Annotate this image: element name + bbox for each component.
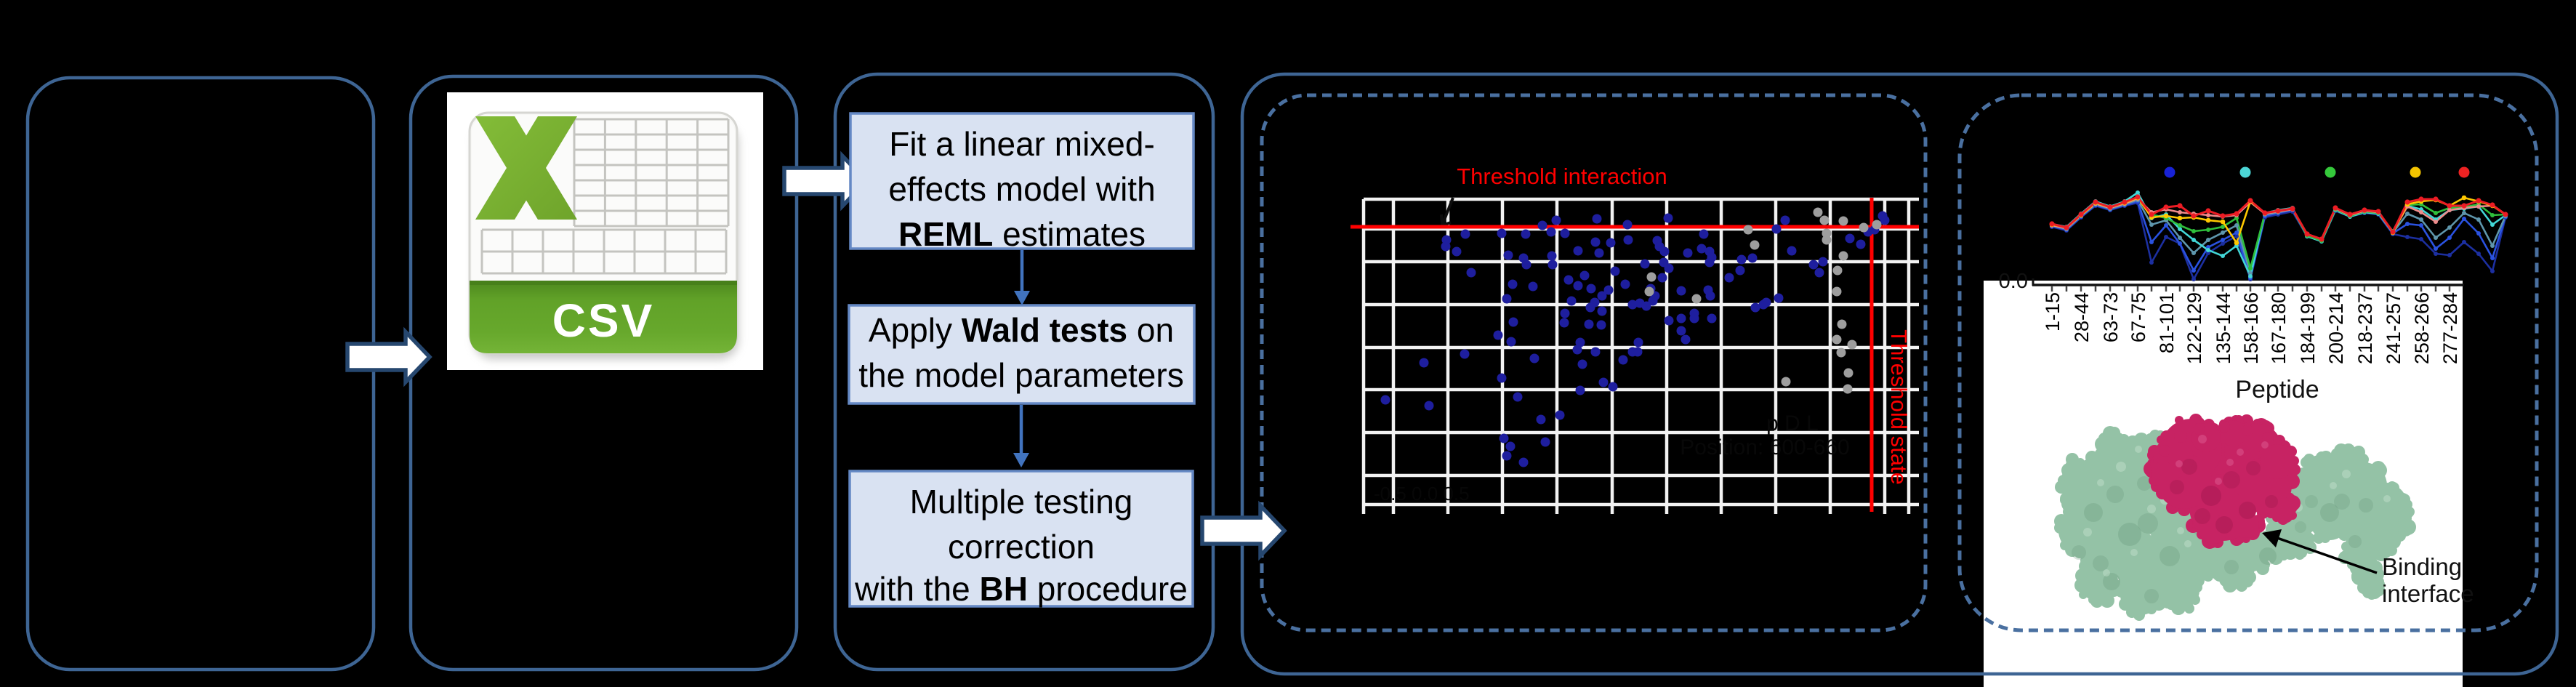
svg-text:the model parameters: the model parameters: [858, 356, 1183, 394]
svg-text:1-15: 1-15: [2042, 292, 2064, 332]
svg-text:167-180: 167-180: [2268, 292, 2290, 364]
svg-text:Apply Wald tests on: Apply Wald tests on: [869, 311, 1174, 349]
svg-text:258-266: 258-266: [2411, 292, 2433, 364]
svg-text:63-73: 63-73: [2100, 292, 2122, 342]
svg-text:Multiple testing: Multiple testing: [910, 483, 1133, 521]
svg-text:Binding: Binding: [2382, 553, 2462, 580]
svg-text:CSV: CSV: [552, 294, 655, 347]
svg-text:p D L: p D L: [1766, 411, 1819, 435]
svg-text:241-257: 241-257: [2383, 292, 2404, 364]
svg-text:200-214: 200-214: [2325, 292, 2347, 364]
svg-text:218-237: 218-237: [2354, 292, 2376, 364]
svg-text:Peptide: Peptide: [2235, 376, 2319, 403]
svg-text:122-129: 122-129: [2183, 292, 2205, 364]
svg-text:with the BH procedure: with the BH procedure: [854, 570, 1188, 608]
svg-text:135-144: 135-144: [2213, 292, 2234, 364]
svg-text:Position: 600-660: Position: 600-660: [1680, 435, 1850, 459]
svg-text:correction: correction: [948, 528, 1095, 566]
svg-text:0.0: 0.0: [1999, 270, 2028, 293]
svg-text:-0.5 0.0 0.5: -0.5 0.0 0.5: [1374, 483, 1470, 505]
svg-text:81-101: 81-101: [2156, 292, 2178, 353]
svg-text:184-199: 184-199: [2297, 292, 2319, 364]
svg-text:28-44: 28-44: [2071, 292, 2093, 342]
svg-text:Fit a linear mixed-: Fit a linear mixed-: [889, 125, 1155, 163]
svg-text:effects model with: effects model with: [888, 170, 1155, 208]
svg-text:interface: interface: [2382, 580, 2474, 607]
svg-text:158-166: 158-166: [2240, 292, 2262, 364]
svg-text:REML estimates: REML estimates: [898, 215, 1146, 253]
svg-text:Threshold interaction: Threshold interaction: [1457, 164, 1667, 189]
svg-text:Threshold state: Threshold state: [1886, 329, 1912, 485]
svg-text:277-284: 277-284: [2439, 292, 2461, 364]
svg-text:67-75: 67-75: [2128, 292, 2149, 342]
